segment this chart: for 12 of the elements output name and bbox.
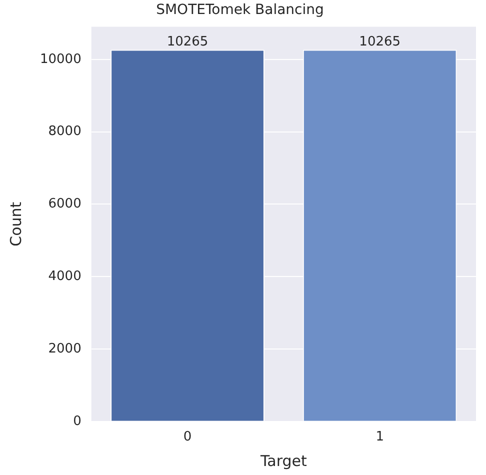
y-tick-label: 10000 [40,52,82,67]
y-tick-label: 6000 [48,196,82,212]
data-label: 10265 [359,34,401,50]
y-tick-label: 4000 [48,268,82,284]
y-axis-title: Count [6,202,25,246]
chart-title: SMOTETomek Balancing [156,2,324,18]
x-tick-label: 1 [376,430,384,445]
y-tick-label: 8000 [48,124,82,140]
data-label: 10265 [166,34,208,50]
y-tick-label: 0 [73,414,82,429]
y-tick-label: 2000 [48,341,82,356]
x-axis-title: Target [259,452,307,470]
